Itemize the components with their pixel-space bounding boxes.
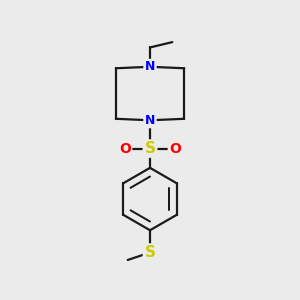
Text: O: O (169, 142, 181, 155)
Text: S: S (145, 245, 155, 260)
Text: N: N (145, 60, 155, 73)
Text: N: N (145, 114, 155, 127)
Text: S: S (145, 141, 155, 156)
Text: O: O (119, 142, 131, 155)
